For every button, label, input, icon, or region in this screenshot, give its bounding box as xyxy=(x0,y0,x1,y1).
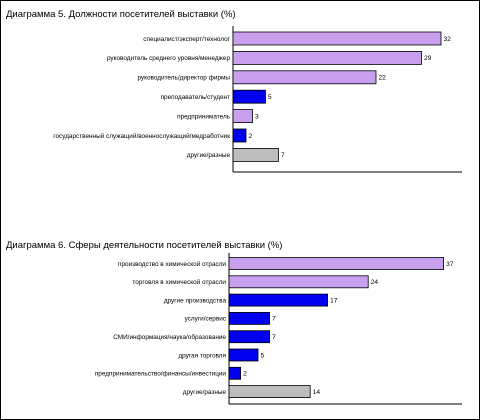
category-label-activities-4: услуги/сервис xyxy=(185,316,227,323)
category-label-activities-7: предпринимательство/финансы/инвестиции xyxy=(95,371,227,378)
category-label-positions-6: государственный служащий/военнослужащий/… xyxy=(53,132,230,140)
value-label-activities-2: 24 xyxy=(371,279,379,286)
bar-positions-7 xyxy=(232,147,279,162)
chart-title-positions: Диаграмма 5. Должности посетителей выста… xyxy=(6,9,236,20)
bar-activities-8 xyxy=(228,385,311,399)
value-label-positions-3: 22 xyxy=(379,75,387,82)
value-label-activities-8: 14 xyxy=(313,389,321,396)
value-label-positions-1: 32 xyxy=(444,36,452,43)
category-label-positions-5: предприниматель xyxy=(177,113,231,120)
bars-activities: производство в химической отрасли 37 торго… xyxy=(95,257,454,399)
value-label-positions-6: 2 xyxy=(249,133,253,140)
bar-positions-1 xyxy=(232,31,442,46)
value-label-positions-5: 3 xyxy=(255,113,259,120)
bar-activities-6 xyxy=(228,348,259,362)
category-label-activities-2: торговля в химической отрасли xyxy=(132,278,226,286)
value-label-activities-7: 2 xyxy=(243,371,247,378)
chart-positions: Диаграмма 5. Должности посетителей выста… xyxy=(6,9,462,173)
bar-positions-2 xyxy=(232,51,422,65)
bar-positions-6 xyxy=(232,128,247,143)
category-label-activities-6: другая торговля xyxy=(178,352,226,359)
value-label-activities-1: 37 xyxy=(446,261,454,268)
chart-activities: Диаграмма 6. Сферы деятельности посетите… xyxy=(6,240,462,405)
bar-activities-5 xyxy=(228,330,270,344)
bar-activities-7 xyxy=(228,366,242,380)
value-label-activities-4: 7 xyxy=(272,316,276,323)
category-label-activities-3: другие производства xyxy=(164,297,227,304)
value-label-positions-2: 29 xyxy=(424,55,432,62)
category-label-positions-3: руководитель/директор фирмы xyxy=(137,75,230,82)
bar-positions-4 xyxy=(232,89,266,104)
bar-activities-4 xyxy=(228,311,270,325)
bars-positions: специалист/эксперт/технолог 32руководител… xyxy=(53,31,452,162)
value-label-activities-5: 7 xyxy=(272,334,276,341)
category-label-activities-1: производство в химической отрасли xyxy=(118,260,226,268)
category-label-positions-1: специалист/эксперт/технолог xyxy=(143,36,230,43)
bar-activities-2 xyxy=(228,275,369,289)
bar-positions-5 xyxy=(232,109,253,123)
category-label-activities-5: СМИ/информация/наука/образование xyxy=(113,333,226,341)
value-label-positions-7: 7 xyxy=(281,152,285,159)
chart-title-activities: Диаграмма 6. Сферы деятельности посетите… xyxy=(6,240,282,251)
value-label-activities-3: 17 xyxy=(330,297,338,304)
category-label-positions-7: другие/разные xyxy=(187,152,231,159)
bar-activities-3 xyxy=(228,293,328,307)
category-label-positions-2: руководитель среднего уровня/менеджер xyxy=(107,55,231,62)
category-label-positions-4: преподаватель/студент xyxy=(161,94,230,101)
bar-positions-3 xyxy=(232,70,377,85)
bar-activities-1 xyxy=(228,257,445,270)
value-label-activities-6: 5 xyxy=(261,352,265,359)
category-label-activities-8: другие/разные xyxy=(183,389,227,396)
value-label-positions-4: 5 xyxy=(268,94,272,101)
